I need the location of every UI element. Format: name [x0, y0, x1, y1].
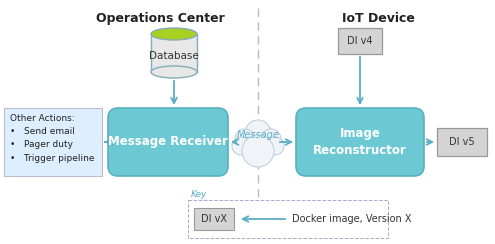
Bar — [338, 28, 382, 54]
Ellipse shape — [264, 139, 284, 155]
Circle shape — [266, 137, 284, 155]
Ellipse shape — [234, 131, 258, 149]
Text: Other Actions:
•   Send email
•   Pager duty
•   Trigger pipeline: Other Actions: • Send email • Pager duty… — [10, 114, 95, 163]
Bar — [437, 128, 487, 156]
Text: Operations Center: Operations Center — [96, 12, 224, 25]
FancyBboxPatch shape — [296, 108, 424, 176]
Ellipse shape — [151, 28, 197, 40]
Text: Message: Message — [237, 130, 280, 140]
FancyBboxPatch shape — [108, 108, 228, 176]
Text: Message Receiver: Message Receiver — [108, 135, 228, 149]
Bar — [4, 108, 102, 176]
Circle shape — [235, 129, 255, 149]
Ellipse shape — [242, 123, 274, 145]
Circle shape — [232, 137, 250, 155]
Text: Database: Database — [149, 51, 199, 61]
Text: Image
Reconstructor: Image Reconstructor — [313, 127, 407, 157]
Text: DI vX: DI vX — [201, 214, 227, 224]
Text: IoT Device: IoT Device — [342, 12, 414, 25]
Bar — [151, 34, 197, 72]
Bar — [194, 208, 234, 230]
Ellipse shape — [236, 127, 280, 157]
Ellipse shape — [151, 66, 197, 78]
Text: Key: Key — [191, 190, 207, 199]
Bar — [188, 200, 388, 238]
Ellipse shape — [258, 131, 282, 149]
Circle shape — [261, 129, 281, 149]
Circle shape — [242, 135, 274, 167]
Ellipse shape — [232, 139, 252, 155]
Ellipse shape — [240, 142, 276, 158]
Text: DI v4: DI v4 — [347, 36, 373, 46]
Circle shape — [245, 120, 271, 146]
Text: Docker image, Version X: Docker image, Version X — [292, 214, 411, 224]
Text: DI v5: DI v5 — [449, 137, 475, 147]
